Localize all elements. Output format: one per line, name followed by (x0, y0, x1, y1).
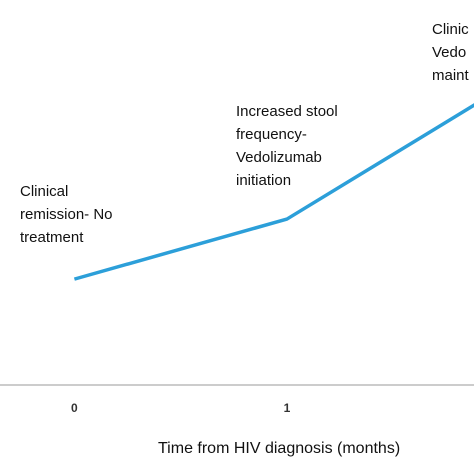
annotation: Clinic (432, 21, 469, 38)
annotation: remission- No (20, 206, 113, 223)
annotation: Vedo (432, 44, 466, 61)
annotation: treatment (20, 229, 84, 246)
annotation: maint (432, 67, 470, 84)
annotation: frequency- (236, 126, 307, 143)
annotation: initiation (236, 172, 291, 189)
line-series (73, 103, 474, 281)
annotation: Vedolizumab (236, 149, 322, 166)
annotation: Increased stool (236, 103, 338, 120)
annotation: Clinical (20, 183, 68, 200)
x-tick-label: 0 (71, 401, 78, 415)
x-tick-label: 1 (284, 401, 291, 415)
x-axis-label: Time from HIV diagnosis (months) (158, 440, 400, 457)
